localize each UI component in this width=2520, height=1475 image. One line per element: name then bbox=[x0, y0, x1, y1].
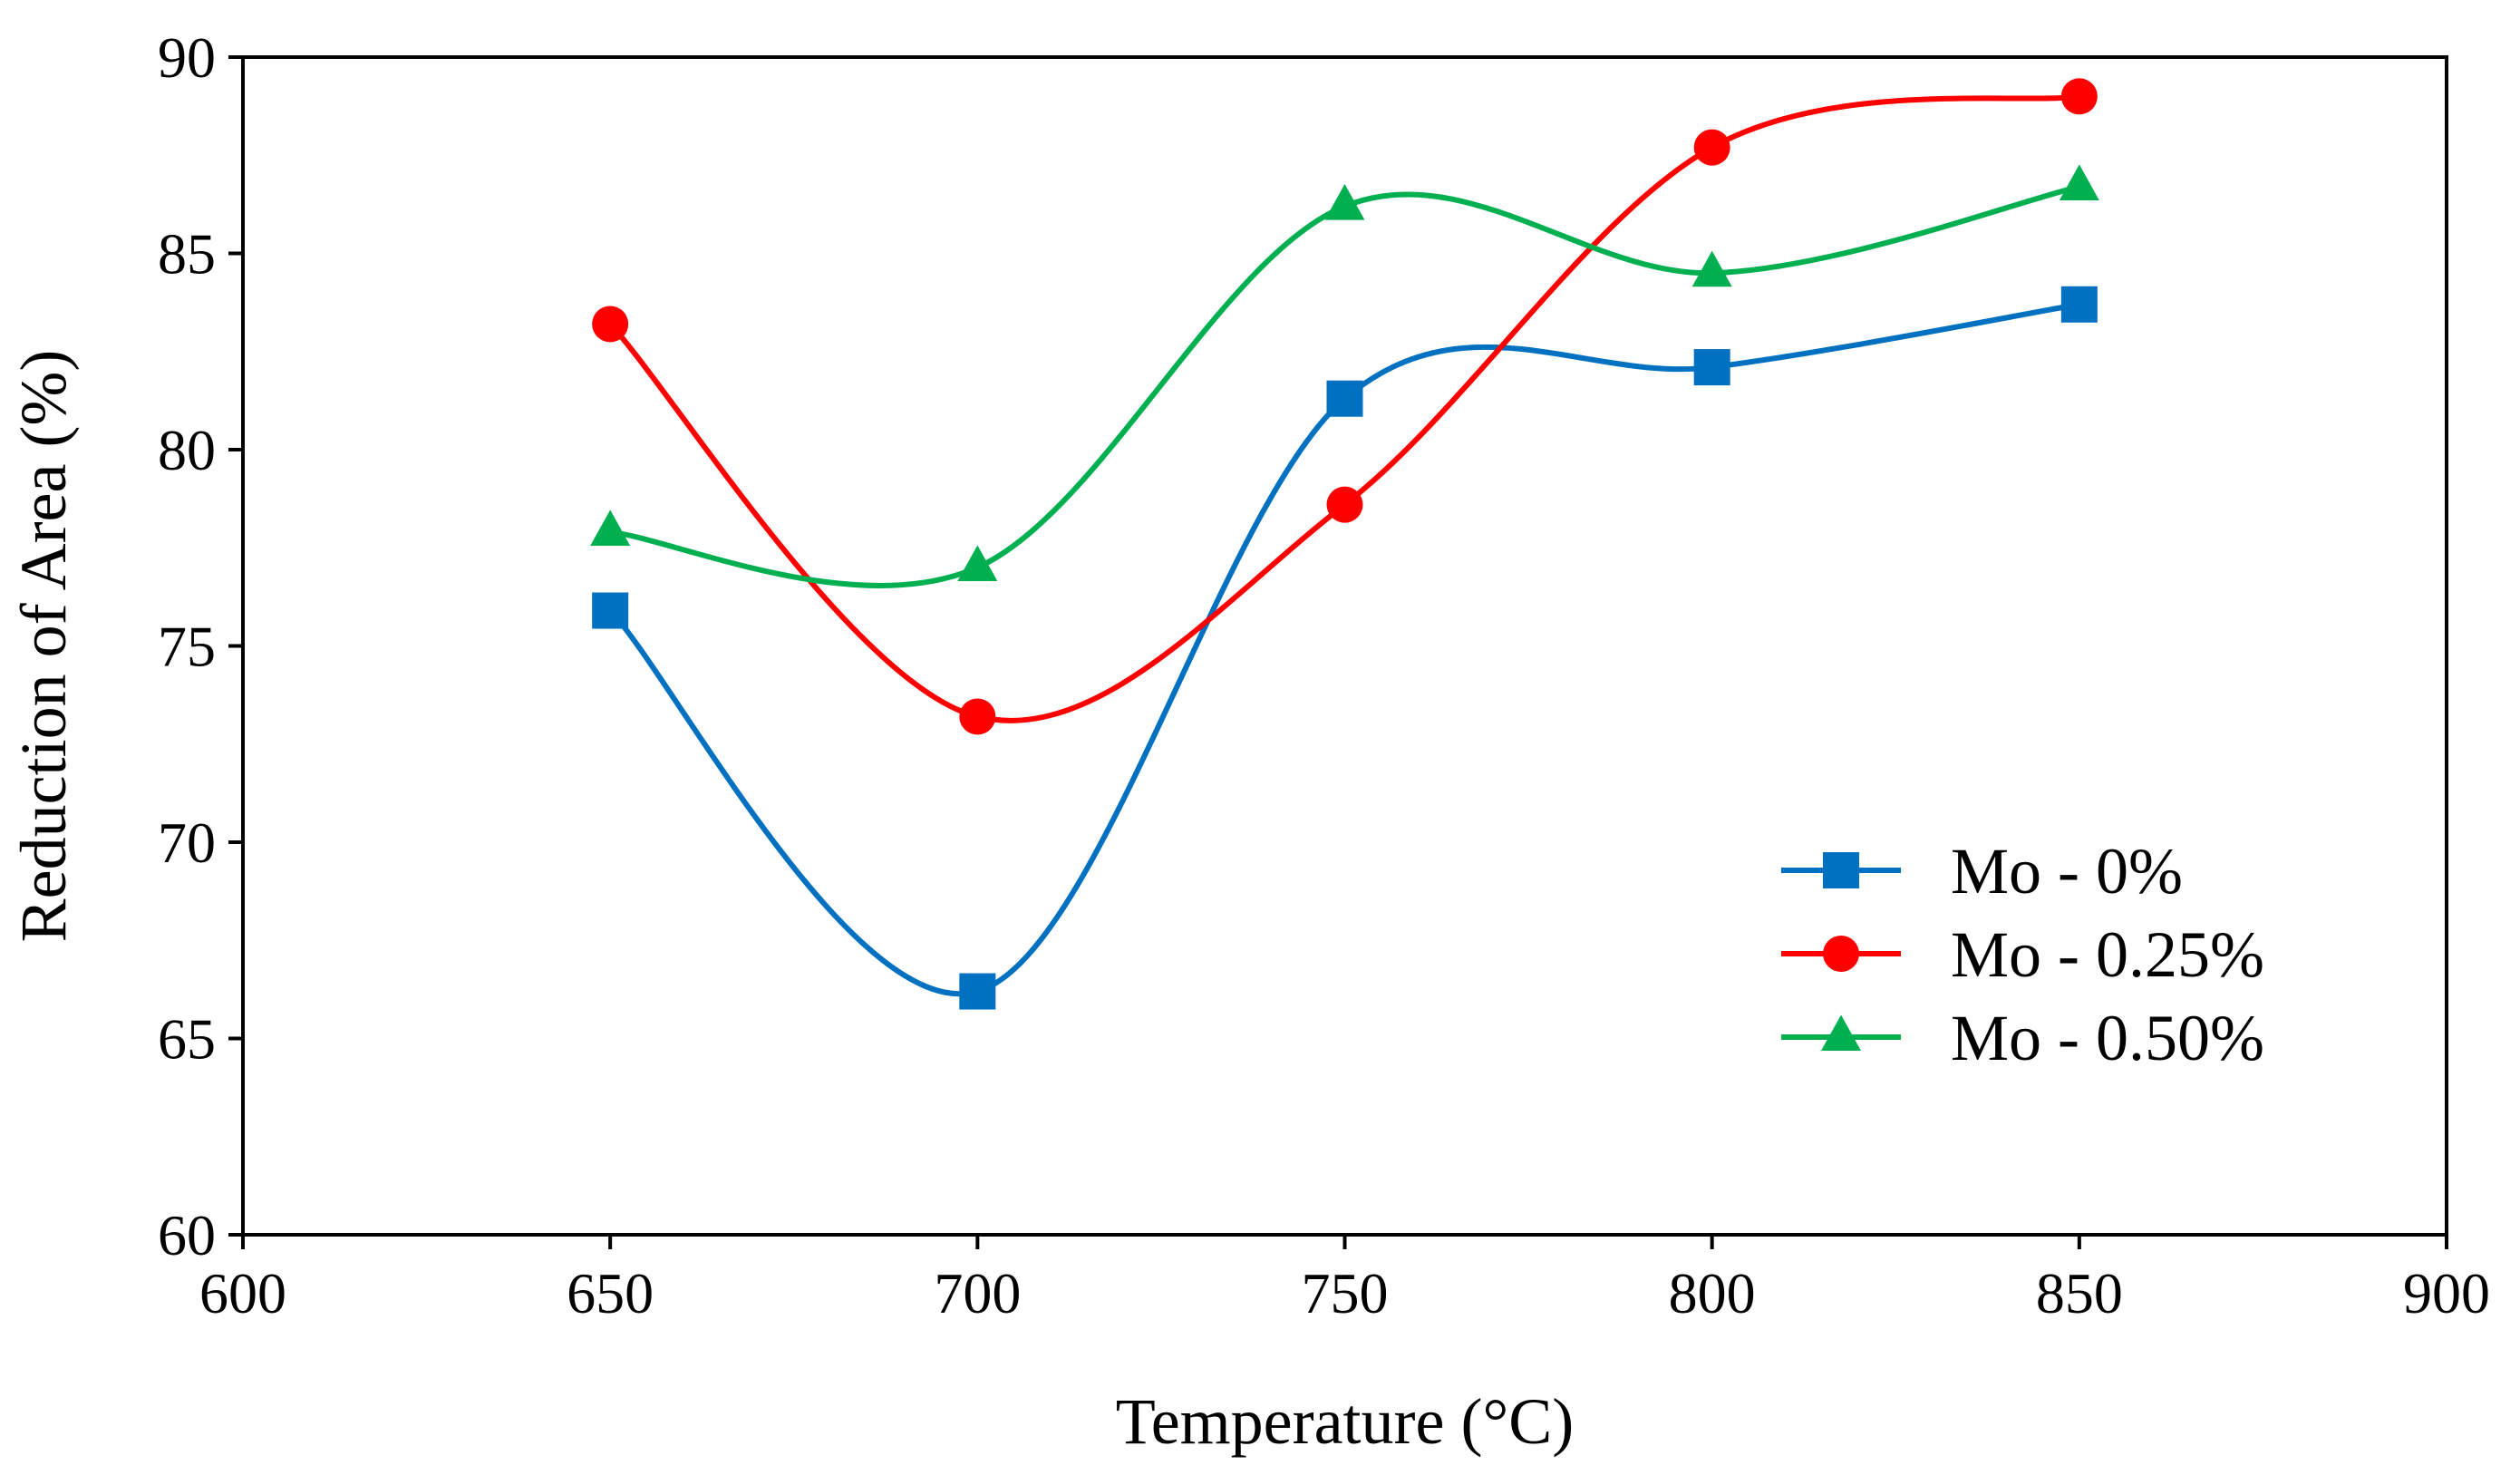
data-point-mo-0 bbox=[1326, 380, 1363, 417]
data-point-mo-0-25 bbox=[1326, 486, 1363, 523]
data-point-mo-0-25 bbox=[2060, 78, 2098, 115]
legend-label-mo-0-25: Mo - 0.25% bbox=[1951, 918, 2264, 991]
y-tick-label: 70 bbox=[158, 810, 216, 875]
x-tick-label: 600 bbox=[199, 1261, 286, 1325]
legend-marker bbox=[1823, 936, 1859, 972]
data-point-mo-0-25 bbox=[592, 306, 629, 343]
x-tick-label: 800 bbox=[1669, 1261, 1756, 1325]
x-tick-label: 700 bbox=[934, 1261, 1021, 1325]
y-axis: 60 65 70 75 80 85 90 bbox=[158, 25, 243, 1267]
legend: Mo - 0% Mo - 0.25% Mo - 0.50% bbox=[1781, 835, 2264, 1074]
data-point-mo-0-25 bbox=[959, 698, 996, 735]
x-axis-title: Temperature (°C) bbox=[1116, 1385, 1575, 1458]
data-point-mo-0 bbox=[1693, 349, 1730, 386]
y-axis-title: Reduction of Area (%) bbox=[7, 350, 80, 943]
x-tick-label: 900 bbox=[2403, 1261, 2490, 1325]
y-tick-label: 60 bbox=[158, 1203, 216, 1267]
plot-area-frame bbox=[241, 55, 2448, 1237]
data-point-mo-0 bbox=[592, 592, 629, 629]
y-tick-label: 65 bbox=[158, 1007, 216, 1072]
legend-marker bbox=[1823, 852, 1859, 888]
data-point-mo-0-50 bbox=[590, 509, 631, 546]
y-tick-label: 80 bbox=[158, 418, 216, 482]
x-tick-label: 850 bbox=[2036, 1261, 2123, 1325]
data-point-mo-0-25 bbox=[1693, 129, 1730, 166]
x-tick-label: 750 bbox=[1302, 1261, 1389, 1325]
legend-marker bbox=[1821, 1014, 1861, 1052]
series-line-mo-0 bbox=[607, 301, 2082, 997]
data-point-mo-0 bbox=[959, 973, 996, 1010]
y-tick-label: 75 bbox=[158, 615, 216, 679]
y-tick-label: 85 bbox=[158, 222, 216, 286]
x-tick-label: 650 bbox=[567, 1261, 654, 1325]
data-point-mo-0-50 bbox=[1691, 250, 1732, 287]
data-point-mo-0-50 bbox=[1324, 183, 1365, 220]
legend-label-mo-0: Mo - 0% bbox=[1951, 835, 2183, 907]
x-axis: 600 650 700 750 800 850 900 bbox=[199, 1235, 2490, 1325]
y-tick-label: 90 bbox=[158, 25, 216, 90]
legend-label-mo-0-50: Mo - 0.50% bbox=[1951, 1002, 2264, 1074]
data-point-mo-0-50 bbox=[957, 545, 998, 581]
data-point-mo-0-50 bbox=[2059, 164, 2099, 200]
data-point-mo-0 bbox=[2060, 286, 2098, 323]
series-markers bbox=[590, 78, 2099, 1010]
